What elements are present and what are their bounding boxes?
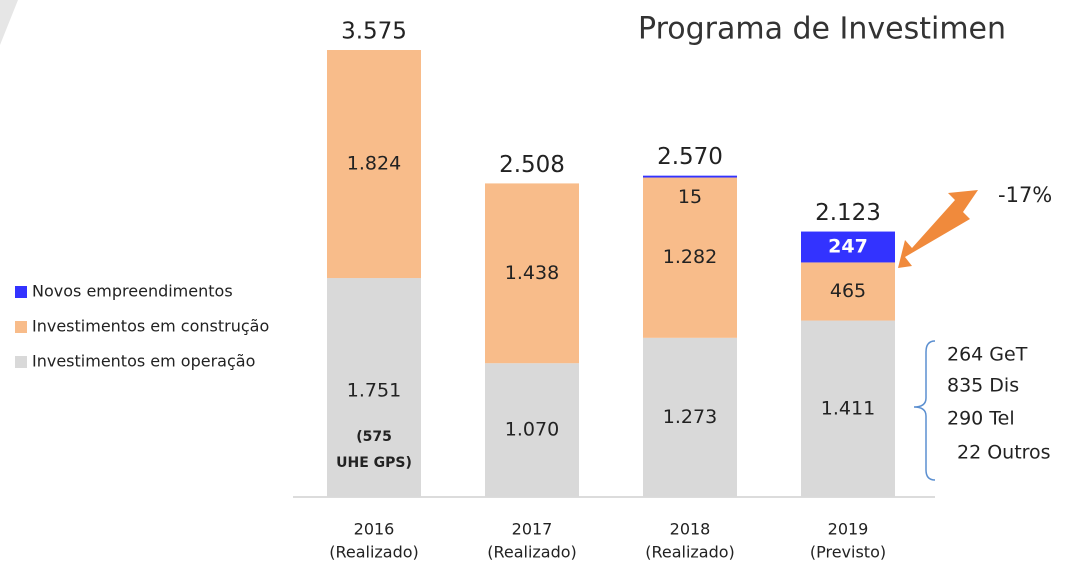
- bar-segment: [643, 175, 737, 178]
- x-tick-label: 2016: [354, 520, 395, 539]
- legend-label: Investimentos em operação: [32, 352, 255, 371]
- x-tick-label: 2018: [670, 520, 711, 539]
- value-label: 1.282: [663, 246, 717, 268]
- value-label: 465: [830, 280, 866, 302]
- x-tick-label: (Realizado): [487, 543, 577, 562]
- legend-label: Investimentos em construção: [32, 317, 269, 336]
- bar-segment: [485, 183, 579, 364]
- breakdown-label: 835 Dis: [947, 375, 1019, 397]
- total-label: 2.123: [815, 200, 881, 226]
- arrow: [898, 190, 978, 268]
- corner-decoration: [0, 0, 18, 45]
- total-label: 2.570: [657, 144, 723, 170]
- breakdown-label: 22 Outros: [957, 442, 1051, 464]
- bar-segment: [327, 278, 421, 497]
- bar-segment: [485, 363, 579, 497]
- value-label: 1.411: [821, 397, 875, 419]
- x-tick-label: 2017: [512, 520, 553, 539]
- total-label: 2.508: [499, 152, 565, 178]
- x-tick-label: 2019: [828, 520, 869, 539]
- bar-segment: [327, 50, 421, 279]
- bar-note: (575: [356, 429, 392, 445]
- value-label: 1.070: [505, 419, 559, 441]
- bar-segment: [801, 320, 895, 497]
- value-label: 247: [828, 235, 868, 257]
- bar-segment: [801, 231, 895, 263]
- x-tick-label: (Realizado): [329, 543, 419, 562]
- legend-swatch: [15, 286, 27, 298]
- legend-swatch: [15, 356, 27, 368]
- chart-title: Programa de Investimen: [638, 12, 1006, 47]
- change-label: -17%: [998, 183, 1052, 207]
- value-label: 1.824: [347, 153, 401, 175]
- x-tick-label: (Previsto): [810, 543, 886, 562]
- breakdown-label: 290 Tel: [947, 408, 1015, 430]
- value-label: 1.438: [505, 262, 559, 284]
- breakdown-label: 264 GeT: [947, 344, 1028, 366]
- legend-label: Novos empreendimentos: [32, 282, 233, 301]
- x-tick-label: (Realizado): [645, 543, 735, 562]
- value-label: 15: [678, 186, 702, 208]
- bar-segment: [643, 337, 737, 497]
- bar-note: UHE GPS): [336, 455, 412, 471]
- bar-segment: [801, 262, 895, 321]
- value-label: 1.751: [347, 380, 401, 402]
- total-label: 3.575: [341, 19, 407, 45]
- brace: [913, 340, 936, 481]
- bar-segment: [643, 177, 737, 338]
- value-label: 1.273: [663, 406, 717, 428]
- legend-swatch: [15, 321, 27, 333]
